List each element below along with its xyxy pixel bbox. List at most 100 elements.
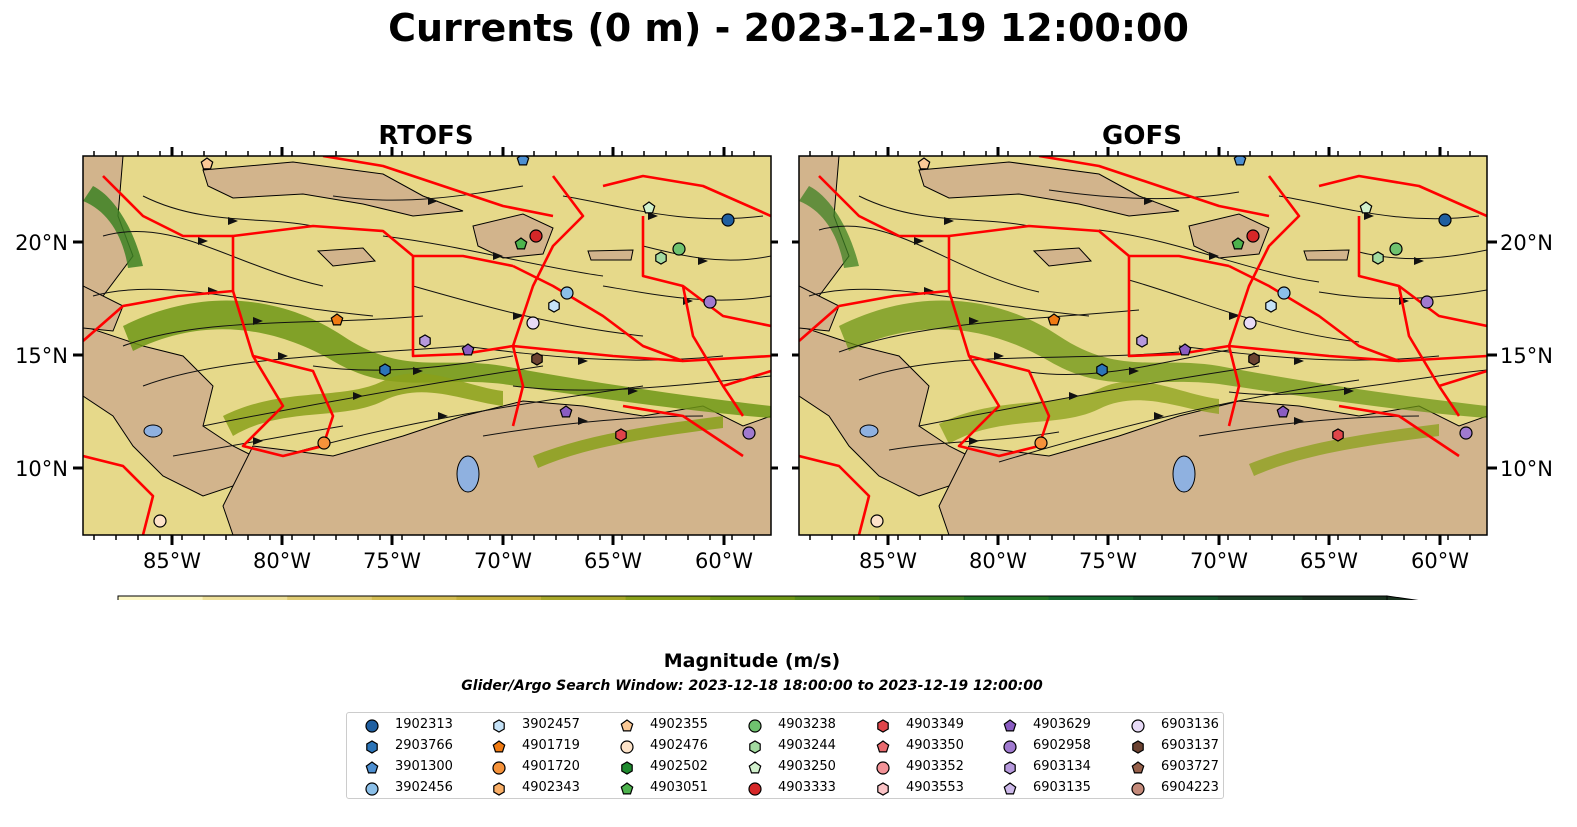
eez-boundary (83, 454, 155, 535)
hexagon-marker-icon (1132, 740, 1144, 754)
lake (859, 424, 879, 438)
lon-tick-label: 60°W (1411, 549, 1469, 573)
legend-marker (1003, 782, 1017, 795)
rtofs-map-panel (82, 155, 772, 536)
streamline (1198, 415, 1420, 437)
float-markers (870, 156, 1473, 528)
legend-label: 2903766 (395, 738, 453, 753)
land-polygon (1032, 247, 1093, 267)
pentagon-marker-icon (1131, 761, 1145, 774)
streamline (92, 288, 374, 317)
streamline-arrow (353, 392, 363, 400)
lake (456, 455, 480, 493)
colorbar-segment (1302, 596, 1388, 600)
streamline-arrow (228, 217, 238, 225)
colorbar-segment (1048, 596, 1134, 600)
land-polygon (799, 285, 840, 332)
streamline (1128, 279, 1360, 343)
eez-boundary (681, 285, 745, 417)
current-magnitude-fill (83, 186, 771, 468)
streamline-arrow (994, 352, 1004, 360)
legend-marker (620, 782, 634, 795)
lat-tick-label: 20°N (15, 231, 68, 255)
eez-boundary (1038, 156, 1270, 218)
land-polygon (918, 161, 1180, 217)
legend-label: 4903553 (906, 780, 964, 795)
pentagon-marker-icon (492, 740, 506, 753)
streamlines (92, 185, 771, 457)
float-marker (559, 405, 573, 418)
legend-label: 6904223 (1161, 780, 1219, 795)
colorbar-segment (118, 596, 204, 600)
float-marker (1047, 313, 1061, 326)
pentagon-marker-icon (620, 782, 634, 795)
legend-label: 3902457 (522, 717, 580, 732)
legend-label: 6903136 (1161, 717, 1219, 732)
float-legend: 1902313 2903766 3901300 3902456 3902457 49017… (346, 712, 1224, 799)
float-marker (379, 363, 391, 377)
streamline-arrow (914, 237, 924, 245)
streamline-arrow (698, 257, 708, 265)
legend-label: 4903349 (906, 717, 964, 732)
streamline (1318, 289, 1487, 300)
lat-tick-label: 10°N (15, 457, 68, 481)
legend-label: 4903350 (906, 738, 964, 753)
lon-tick-label: 70°W (1190, 549, 1248, 573)
streamline (602, 285, 771, 301)
streamline-arrow (578, 417, 588, 425)
eez-boundary (602, 174, 771, 218)
colorbar-segment (371, 596, 457, 600)
legend-marker (621, 761, 633, 775)
legend-marker (1003, 740, 1017, 754)
lon-tick-label: 85°W (859, 549, 917, 573)
legend-marker (877, 782, 889, 796)
pentagon-marker-icon (620, 719, 634, 732)
float-marker (548, 299, 560, 313)
lon-tick-label: 85°W (143, 549, 201, 573)
legend-label: 4903238 (778, 717, 836, 732)
float-marker (529, 229, 543, 243)
current-band (83, 186, 143, 268)
eez-boundary (511, 175, 585, 427)
float-marker (1233, 156, 1247, 166)
streamline-arrow (628, 387, 638, 395)
eez-boundary (947, 290, 1040, 458)
legend-label: 4902355 (650, 717, 708, 732)
streamline-arrow (1414, 257, 1424, 265)
float-marker (721, 213, 735, 227)
streamline-arrow (1144, 197, 1154, 205)
legend-marker (748, 719, 762, 733)
colorbar-segment (202, 596, 288, 600)
float-marker (1389, 242, 1403, 256)
legend-marker (365, 782, 379, 796)
float-marker (1420, 295, 1434, 309)
hexagon-marker-icon (749, 740, 761, 754)
legend-marker (876, 761, 890, 775)
land-polygon (83, 285, 124, 332)
streamline (562, 195, 764, 220)
streamline-arrow (438, 412, 448, 420)
eez-boundary (1338, 404, 1460, 458)
lon-tick-label: 60°W (695, 549, 753, 573)
circle-marker-icon (1131, 782, 1145, 796)
legend-label: 4901719 (522, 738, 580, 753)
eez-boundary (1438, 369, 1487, 388)
lon-tick-label: 65°W (584, 549, 642, 573)
streamline-arrow (578, 357, 588, 365)
legend-label: 4903244 (778, 738, 836, 753)
streamline-arrow (1209, 252, 1219, 260)
pentagon-marker-icon (748, 761, 762, 774)
streamline-arrow (413, 367, 423, 375)
streamline (808, 288, 1090, 317)
legend-label: 4902343 (522, 780, 580, 795)
colorbar-segment (456, 596, 542, 600)
circle-marker-icon (365, 782, 379, 796)
legend-label: 6903135 (1033, 780, 1091, 795)
pentagon-marker-icon (365, 761, 379, 774)
legend-label: 4903352 (906, 759, 964, 774)
eez-boundary (1397, 285, 1461, 417)
legend-marker (492, 740, 506, 753)
streamline-arrow (969, 317, 979, 325)
hexagon-marker-icon (493, 719, 505, 733)
colorbar: 0.00.20.40.60.81.01.21.4 (117, 595, 1419, 600)
